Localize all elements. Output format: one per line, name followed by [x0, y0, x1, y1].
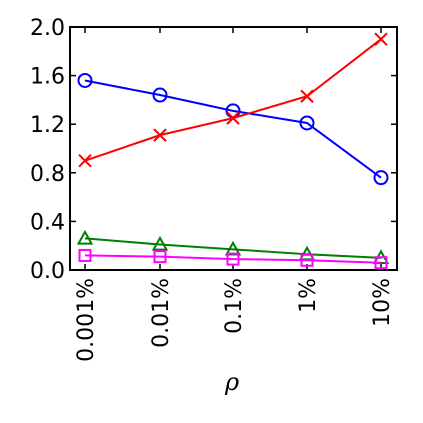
data-point-x: [300, 89, 314, 103]
x-tick-label: 0.1%: [222, 278, 247, 334]
series-line-circle: [84, 79, 382, 179]
series-line-x: [84, 38, 382, 162]
data-point-x: [78, 153, 92, 168]
data-point-circle: [299, 115, 315, 131]
data-point-circle: [373, 170, 389, 186]
y-tick-label: 0.8: [30, 162, 65, 187]
data-point-x: [226, 111, 240, 125]
y-tick-label: 0.0: [30, 259, 65, 284]
data-point-x: [374, 32, 388, 46]
y-tick-label: 2.0: [30, 16, 65, 41]
x-tick-label: 10%: [370, 278, 395, 327]
x-tick-label: 0.001%: [74, 278, 99, 362]
data-point-x: [153, 128, 167, 142]
data-point-triangle: [151, 235, 169, 251]
y-tick-label: 0.4: [30, 210, 65, 235]
data-point-square: [226, 252, 240, 266]
data-point-square: [153, 250, 167, 264]
data-point-square: [300, 253, 314, 267]
data-point-circle: [152, 87, 168, 103]
x-tick-label: 0.01%: [149, 278, 174, 348]
data-point-square: [374, 256, 388, 270]
y-tick-label: 1.2: [30, 113, 65, 138]
data-point-circle: [77, 72, 93, 88]
x-tick-label: 1%: [296, 278, 321, 313]
x-axis-title: ρ: [224, 368, 239, 396]
data-point-triangle: [76, 229, 94, 245]
series-line-square: [84, 254, 382, 264]
series-line-triangle: [84, 237, 382, 259]
data-point-square: [78, 248, 92, 262]
y-tick-label: 1.6: [30, 65, 65, 90]
plot-area: 0.0 0.4 0.8 1.2 1.6 2.0 0.001% 0.01% 0.1% 1% 10%: [30, 16, 398, 362]
